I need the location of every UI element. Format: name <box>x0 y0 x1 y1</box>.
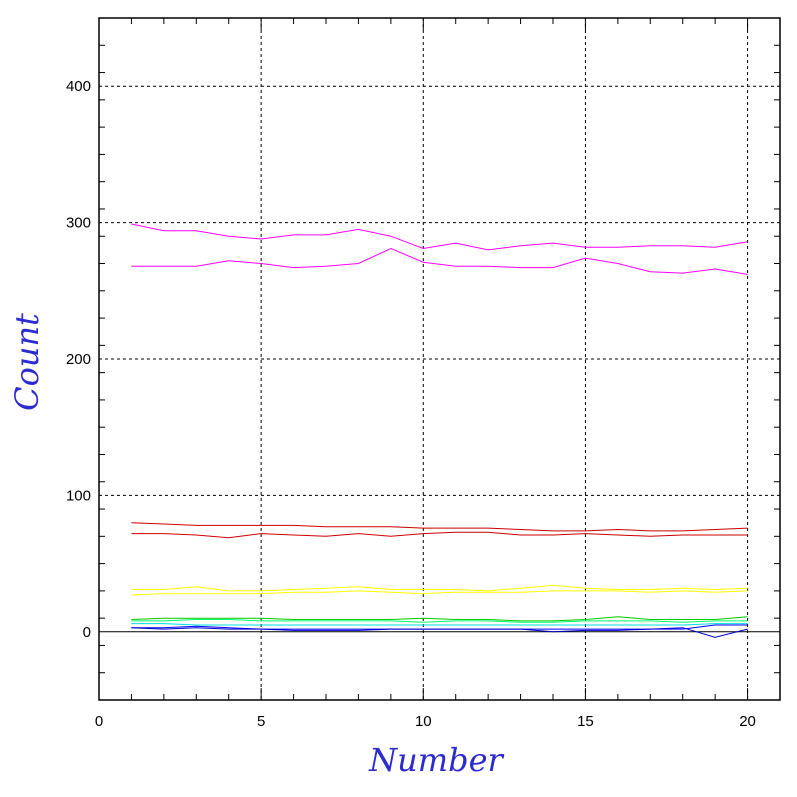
series-line-3 <box>131 522 748 532</box>
x-tick-labels: 0 5 10 15 20 <box>95 713 756 730</box>
x-axis-title: Number <box>368 741 504 779</box>
series-lines <box>131 223 748 638</box>
series-line-8 <box>131 619 748 623</box>
grid <box>99 18 780 700</box>
y-tick-label: 400 <box>66 78 91 95</box>
plot-frame <box>98 17 781 701</box>
x-tick-label: 0 <box>95 713 103 730</box>
series-line-1 <box>131 223 748 251</box>
y-tick-label: 100 <box>66 487 91 504</box>
x-tick-label: 20 <box>739 713 756 730</box>
series-line-7 <box>131 616 748 622</box>
x-tick-label: 5 <box>257 713 265 730</box>
y-tick-label: 200 <box>66 351 91 368</box>
x-tick-label: 10 <box>415 713 432 730</box>
y-tick-label: 0 <box>83 624 91 641</box>
series-line-2 <box>131 247 748 275</box>
series-line-6 <box>131 590 748 596</box>
series-line-9 <box>131 623 748 626</box>
series-line-5 <box>131 584 748 592</box>
series-line-11 <box>131 627 748 638</box>
y-axis-title: Count <box>8 313 46 411</box>
plot-border <box>98 17 781 701</box>
y-tick-labels: 0 100 200 300 400 <box>66 78 91 641</box>
x-tick-label: 15 <box>577 713 594 730</box>
series-line-4 <box>131 531 748 539</box>
y-tick-label: 300 <box>66 215 91 232</box>
tick-marks <box>98 17 781 701</box>
